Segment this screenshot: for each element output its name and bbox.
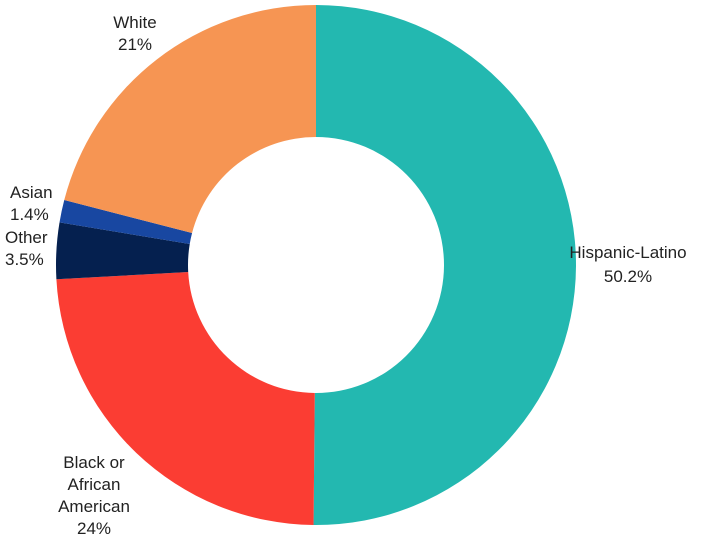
slice-label-line: White [113, 13, 156, 32]
slice-label-line: 21% [118, 35, 152, 54]
slice-label-line: Other [5, 228, 48, 247]
slice-label-white: White 21% [113, 13, 156, 54]
slice-label-asian: Asian 1.4% [10, 183, 53, 224]
slices-layer [56, 5, 576, 525]
slice-label-line: 50.2% [604, 267, 652, 286]
slice-label-line: 3.5% [5, 250, 44, 269]
slice-label-line: Hispanic-Latino [569, 243, 686, 262]
slice-label-other: Other 3.5% [5, 228, 48, 269]
slice-label-line: American [58, 497, 130, 516]
slice-other [56, 222, 190, 280]
slice-label-line: Black or [63, 453, 125, 472]
slice-asian [59, 200, 193, 245]
slice-label-line: 24% [77, 519, 111, 538]
slice-label-line: 1.4% [10, 205, 49, 224]
slice-label-line: African [68, 475, 121, 494]
slice-label-hispanic-latino: Hispanic-Latino 50.2% [569, 243, 686, 286]
slice-label-black-or-african-american: Black or African American 24% [58, 453, 130, 538]
slice-black-or-african-american [56, 272, 315, 525]
slice-white [64, 5, 316, 234]
labels-layer: Hispanic-Latino 50.2% Black or African Ameri… [5, 13, 687, 538]
slice-hispanic-latino [313, 5, 576, 525]
slice-label-line: Asian [10, 183, 53, 202]
